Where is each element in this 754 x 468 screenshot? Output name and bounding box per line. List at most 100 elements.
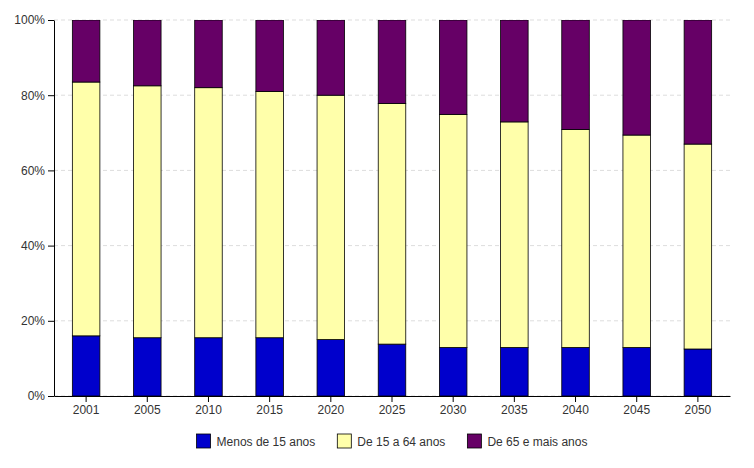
tick-mark [453,396,454,402]
legend: Menos de 15 anos De 15 a 64 anos De 65 e m… [197,434,588,449]
bar [195,338,223,396]
legend-swatch [467,434,481,448]
bar [562,347,590,396]
axis-line [54,21,55,397]
tick-mark [48,95,54,96]
tick-mark [575,396,576,402]
tick-mark [48,20,54,21]
tick-mark [48,170,54,171]
chart: 2001 2005 2010 2015 2020 2025 2030 2035 2040 2045… [0,0,754,468]
tick-label: 2005 [134,403,161,417]
tick-label: 2035 [501,403,528,417]
tick: 2020 [317,396,344,417]
legend-label: De 65 e mais anos [487,435,587,449]
bars [72,20,711,396]
tick-label: 2001 [73,403,100,417]
tick-label: 20% [21,314,45,328]
series [72,20,711,144]
legend-swatch [197,434,211,448]
bar [439,20,467,114]
y-axis: 0% 20% 40% 60% 80% 100% [14,13,54,403]
bar [195,20,223,88]
tick: 2035 [501,396,528,417]
tick-mark [48,396,54,397]
tick-label: 2010 [195,403,222,417]
bar [623,135,651,347]
plot: 2001 2005 2010 2015 2020 2025 2030 2035 2040 2045… [14,13,730,416]
legend-item: De 15 a 64 anos [337,434,445,449]
bar [501,347,529,396]
tick: 2025 [379,396,406,417]
bar [134,20,162,86]
tick: 2030 [440,396,467,417]
tick: 60% [21,164,54,178]
tick-label: 0% [28,389,46,403]
bar [256,338,284,396]
tick-label: 80% [21,89,45,103]
tick: 2050 [685,396,712,417]
tick-mark [697,396,698,402]
bar [439,114,467,347]
bar [134,86,162,338]
bar [195,88,223,338]
tick: 2045 [623,396,650,417]
tick: 2010 [195,396,222,417]
tick-mark [514,396,515,402]
tick-label: 40% [21,239,45,253]
series [72,336,711,396]
bar [256,91,284,337]
bar [72,82,100,336]
legend-item: De 65 e mais anos [467,434,587,449]
tick-mark [86,396,87,402]
tick: 20% [21,314,54,328]
bar [317,20,345,95]
bar [317,340,345,396]
bar [501,122,529,348]
x-axis: 2001 2005 2010 2015 2020 2025 2030 2035 2040 2045… [55,396,731,417]
tick-mark [48,246,54,247]
tick: 0% [28,389,54,403]
tick: 100% [14,13,54,27]
bar [134,338,162,396]
bar [684,349,712,396]
tick-mark [636,396,637,402]
legend-label: De 15 a 64 anos [357,435,445,449]
tick-label: 100% [14,13,45,27]
bar [439,347,467,396]
bar [378,20,406,103]
legend-swatch [337,434,351,448]
tick-label: 2040 [562,403,589,417]
bar [317,95,345,339]
bar [501,20,529,122]
tick-label: 2020 [317,403,344,417]
bar [623,347,651,396]
grid [54,20,730,396]
bar [623,20,651,135]
tick: 2040 [562,396,589,417]
tick: 2015 [256,396,283,417]
tick-label: 2025 [379,403,406,417]
tick-mark [208,396,209,402]
tick-label: 60% [21,164,45,178]
bar [684,20,712,144]
tick: 2001 [73,396,100,417]
bar [562,129,590,347]
tick-mark [147,396,148,402]
bar [256,20,284,91]
tick-label: 2045 [623,403,650,417]
tick-label: 2050 [685,403,712,417]
tick-mark [392,396,393,402]
tick-mark [269,396,270,402]
bar [562,20,590,129]
bar [684,144,712,349]
tick: 80% [21,89,54,103]
tick-label: 2015 [256,403,283,417]
tick-label: 2030 [440,403,467,417]
tick-mark [330,396,331,402]
series [72,82,711,349]
bar [378,103,406,344]
tick-mark [48,321,54,322]
tick: 2005 [134,396,161,417]
bar [378,344,406,396]
legend-item: Menos de 15 anos [197,434,316,449]
